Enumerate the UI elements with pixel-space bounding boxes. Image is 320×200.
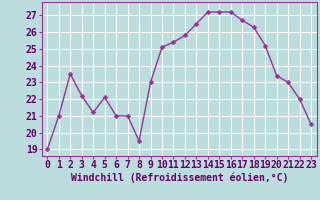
X-axis label: Windchill (Refroidissement éolien,°C): Windchill (Refroidissement éolien,°C): [70, 173, 288, 183]
